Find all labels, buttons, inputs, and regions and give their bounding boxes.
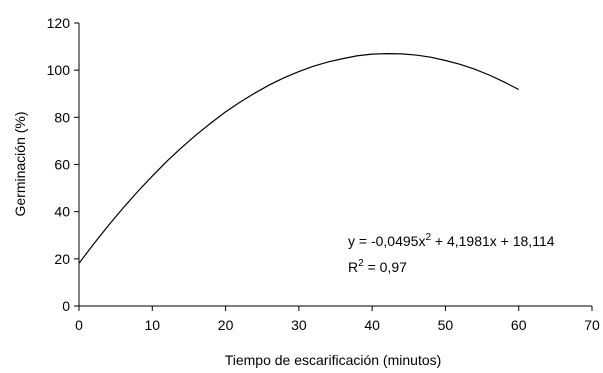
- equation-prefix: y = -0,0495x: [348, 233, 425, 249]
- r-squared-suffix: = 0,97: [364, 259, 407, 275]
- series-line: [78, 53, 519, 264]
- x-tick-label: 30: [291, 317, 307, 333]
- x-tick-label: 20: [218, 317, 234, 333]
- y-tick-label: 60: [54, 157, 70, 173]
- x-tick-label: 40: [364, 317, 380, 333]
- y-tick-label: 100: [47, 62, 71, 78]
- equation-superscript: 2: [425, 232, 431, 243]
- y-axis-title: Germinación (%): [12, 111, 28, 216]
- y-tick-label: 20: [54, 251, 70, 267]
- x-tick-label: 0: [75, 317, 83, 333]
- x-tick-label: 60: [511, 317, 527, 333]
- x-tick-label: 70: [584, 317, 600, 333]
- y-axis-ticks: 0 20 40 60 80 100 120: [47, 15, 79, 314]
- r-squared-superscript: 2: [358, 258, 364, 269]
- y-tick-label: 80: [54, 109, 70, 125]
- equation-suffix: + 4,1981x + 18,114: [431, 233, 555, 249]
- x-tick-label: 10: [144, 317, 160, 333]
- r-squared-prefix: R: [348, 259, 358, 275]
- y-tick-label: 120: [47, 15, 71, 31]
- y-tick-label: 40: [54, 204, 70, 220]
- regression-equation: y = -0,0495x2 + 4,1981x + 18,114: [348, 232, 555, 249]
- x-tick-label: 50: [438, 317, 454, 333]
- y-tick-label: 0: [62, 298, 70, 314]
- x-axis-title: Tiempo de escarificación (minutos): [225, 352, 442, 368]
- x-axis-ticks: 0 10 20 30 40 50 60 70: [75, 306, 600, 333]
- r-squared: R2 = 0,97: [348, 258, 407, 275]
